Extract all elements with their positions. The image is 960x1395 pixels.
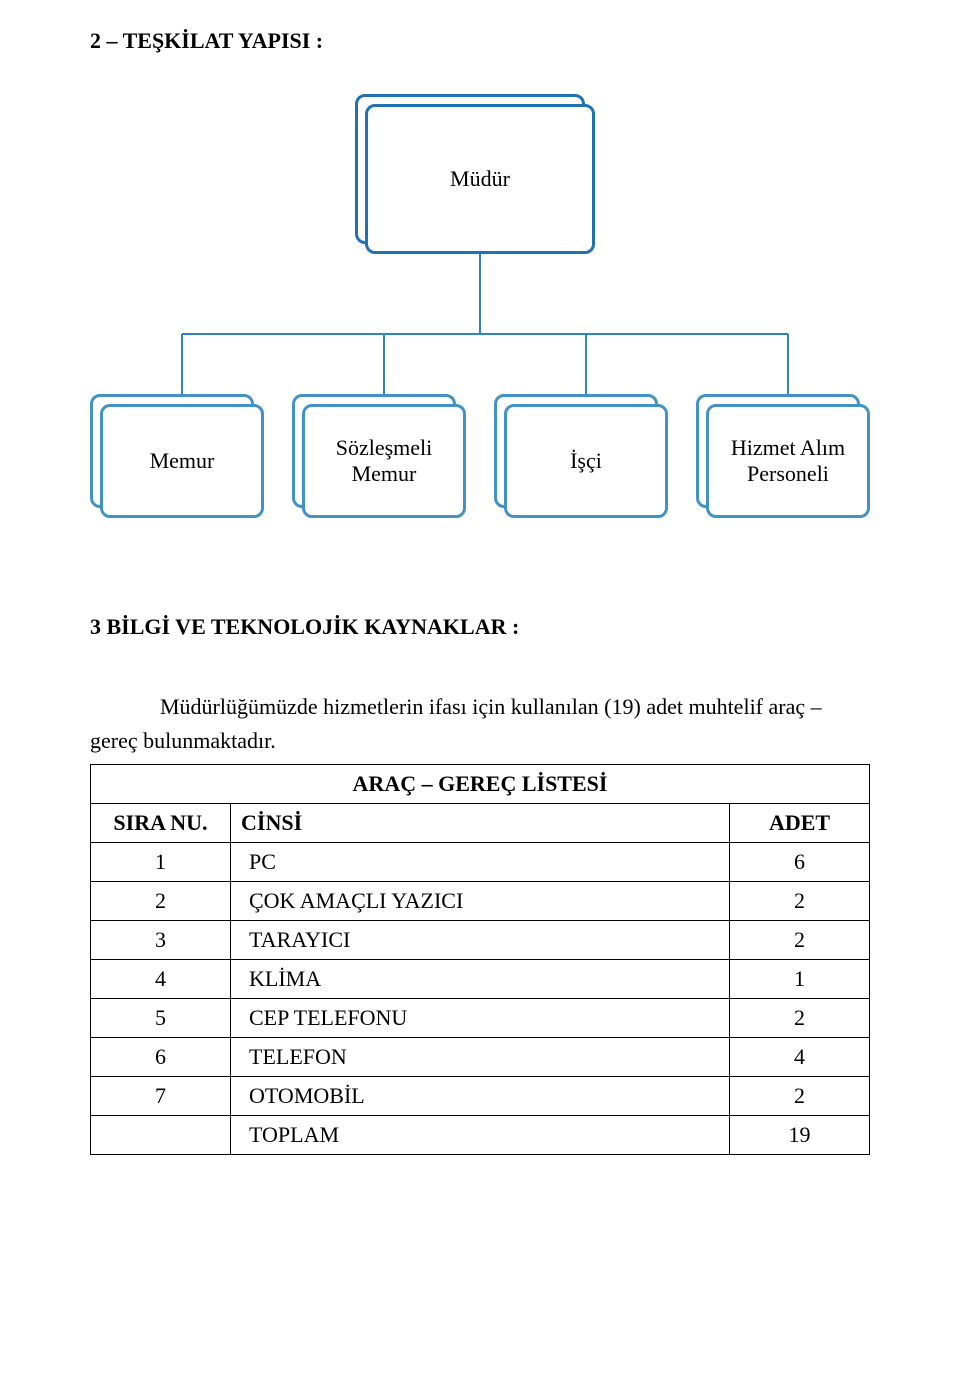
table-title-row: ARAÇ – GEREÇ LİSTESİ: [91, 765, 870, 804]
table-cell-cinsi: ÇOK AMAÇLI YAZICI: [231, 882, 730, 921]
table-cell-adet: 4: [730, 1038, 870, 1077]
table-total-label: TOPLAM: [231, 1116, 730, 1155]
org-node-label: İşçi: [504, 404, 668, 518]
table-cell-adet: 2: [730, 1077, 870, 1116]
table-cell-cinsi: KLİMA: [231, 960, 730, 999]
org-node-child: İşçi: [504, 404, 668, 518]
table-cell-adet: 1: [730, 960, 870, 999]
table-cell-adet: 6: [730, 843, 870, 882]
table-col-sira: SIRA NU.: [91, 804, 231, 843]
table-total-blank: [91, 1116, 231, 1155]
table-col-cinsi: CİNSİ: [231, 804, 730, 843]
table-cell-sira: 2: [91, 882, 231, 921]
table-cell-cinsi: OTOMOBİL: [231, 1077, 730, 1116]
org-node-label: Hizmet Alım Personeli: [706, 404, 870, 518]
org-node-label: Sözleşmeli Memur: [302, 404, 466, 518]
org-node-child: Hizmet Alım Personeli: [706, 404, 870, 518]
table-title: ARAÇ – GEREÇ LİSTESİ: [91, 765, 870, 804]
table-row: 4KLİMA1: [91, 960, 870, 999]
table-total-row: TOPLAM 19: [91, 1116, 870, 1155]
table-cell-sira: 3: [91, 921, 231, 960]
table-row: 7OTOMOBİL2: [91, 1077, 870, 1116]
org-node-label: Müdür: [365, 104, 595, 254]
table-cell-sira: 5: [91, 999, 231, 1038]
table-cell-cinsi: TELEFON: [231, 1038, 730, 1077]
table-total-value: 19: [730, 1116, 870, 1155]
table-cell-cinsi: CEP TELEFONU: [231, 999, 730, 1038]
section-3-heading: 3 BİLGİ VE TEKNOLOJİK KAYNAKLAR :: [90, 614, 870, 640]
table-cell-adet: 2: [730, 882, 870, 921]
table-cell-sira: 4: [91, 960, 231, 999]
org-chart: Müdür Memur Sözleşmeli Memur İşçi Hizmet…: [90, 94, 870, 554]
equipment-paragraph: Müdürlüğümüzde hizmetlerin ifası için ku…: [90, 690, 870, 758]
table-cell-adet: 2: [730, 921, 870, 960]
org-node-root: Müdür: [365, 104, 595, 254]
table-row: 3TARAYICI2: [91, 921, 870, 960]
table-row: 5CEP TELEFONU2: [91, 999, 870, 1038]
equipment-table: ARAÇ – GEREÇ LİSTESİ SIRA NU. CİNSİ ADET…: [90, 764, 870, 1155]
paragraph-text: Müdürlüğümüzde hizmetlerin ifası için ku…: [90, 694, 822, 753]
section-2-heading: 2 – TEŞKİLAT YAPISI :: [90, 28, 870, 54]
table-col-adet: ADET: [730, 804, 870, 843]
table-header-row: SIRA NU. CİNSİ ADET: [91, 804, 870, 843]
org-node-label: Memur: [100, 404, 264, 518]
org-node-child: Memur: [100, 404, 264, 518]
table-row: 6TELEFON4: [91, 1038, 870, 1077]
table-row: 2ÇOK AMAÇLI YAZICI2: [91, 882, 870, 921]
org-node-child: Sözleşmeli Memur: [302, 404, 466, 518]
table-cell-cinsi: PC: [231, 843, 730, 882]
table-cell-sira: 1: [91, 843, 231, 882]
table-cell-adet: 2: [730, 999, 870, 1038]
table-cell-cinsi: TARAYICI: [231, 921, 730, 960]
table-row: 1PC6: [91, 843, 870, 882]
table-cell-sira: 6: [91, 1038, 231, 1077]
table-cell-sira: 7: [91, 1077, 231, 1116]
